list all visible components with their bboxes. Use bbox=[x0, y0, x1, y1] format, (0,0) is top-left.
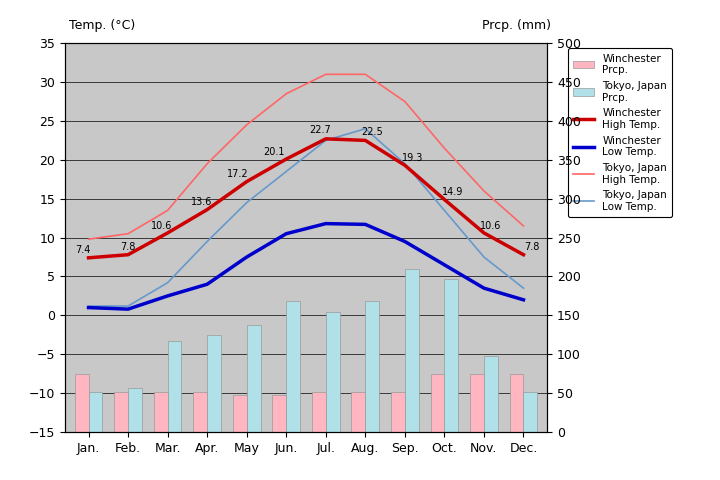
Text: 13.6: 13.6 bbox=[191, 197, 212, 207]
Text: 20.1: 20.1 bbox=[264, 147, 285, 157]
Bar bbox=[247, 325, 261, 432]
Bar bbox=[325, 312, 340, 432]
Bar bbox=[154, 392, 168, 432]
Winchester
High Temp. bbox=[440, 197, 449, 203]
Text: 22.7: 22.7 bbox=[309, 125, 330, 135]
Tokyo, Japan
Low Temp. bbox=[440, 207, 449, 213]
Winchester
High Temp. bbox=[84, 255, 93, 261]
Winchester
Low Temp. bbox=[84, 305, 93, 311]
Bar bbox=[89, 392, 102, 432]
Tokyo, Japan
Low Temp. bbox=[519, 285, 528, 291]
Winchester
Low Temp. bbox=[519, 297, 528, 303]
Tokyo, Japan
High Temp. bbox=[243, 122, 251, 128]
Bar bbox=[351, 392, 365, 432]
Bar bbox=[233, 395, 247, 432]
Bar bbox=[114, 392, 128, 432]
Bar bbox=[405, 269, 419, 432]
Tokyo, Japan
Low Temp. bbox=[480, 254, 488, 260]
Bar bbox=[523, 392, 537, 432]
Winchester
High Temp. bbox=[203, 207, 212, 213]
Line: Tokyo, Japan
Low Temp.: Tokyo, Japan Low Temp. bbox=[89, 129, 523, 306]
Winchester
High Temp. bbox=[282, 156, 291, 162]
Text: Temp. (°C): Temp. (°C) bbox=[68, 19, 135, 32]
Tokyo, Japan
High Temp. bbox=[84, 236, 93, 242]
Winchester
Low Temp. bbox=[243, 254, 251, 260]
Bar bbox=[365, 301, 379, 432]
Text: 19.3: 19.3 bbox=[402, 153, 423, 163]
Bar bbox=[431, 374, 444, 432]
Bar bbox=[444, 279, 458, 432]
Bar bbox=[391, 392, 405, 432]
Tokyo, Japan
High Temp. bbox=[203, 161, 212, 167]
Bar bbox=[484, 356, 498, 432]
Tokyo, Japan
High Temp. bbox=[519, 223, 528, 229]
Winchester
Low Temp. bbox=[124, 306, 132, 312]
Text: Prcp. (mm): Prcp. (mm) bbox=[482, 19, 551, 32]
Text: 7.8: 7.8 bbox=[120, 242, 136, 252]
Bar bbox=[312, 392, 325, 432]
Winchester
High Temp. bbox=[321, 136, 330, 142]
Line: Tokyo, Japan
High Temp.: Tokyo, Japan High Temp. bbox=[89, 74, 523, 239]
Winchester
High Temp. bbox=[243, 179, 251, 184]
Winchester
Low Temp. bbox=[361, 221, 369, 227]
Tokyo, Japan
High Temp. bbox=[480, 188, 488, 194]
Winchester
Low Temp. bbox=[163, 293, 172, 299]
Winchester
Low Temp. bbox=[480, 285, 488, 291]
Winchester
Low Temp. bbox=[400, 239, 409, 244]
Winchester
Low Temp. bbox=[282, 231, 291, 237]
Legend: Winchester
Prcp., Tokyo, Japan
Prcp., Winchester
High Temp., Winchester
Low Temp: Winchester Prcp., Tokyo, Japan Prcp., Wi… bbox=[568, 48, 672, 217]
Tokyo, Japan
Low Temp. bbox=[124, 303, 132, 309]
Tokyo, Japan
Low Temp. bbox=[243, 200, 251, 205]
Tokyo, Japan
High Temp. bbox=[124, 231, 132, 237]
Line: Winchester
Low Temp.: Winchester Low Temp. bbox=[89, 224, 523, 309]
Bar bbox=[128, 388, 142, 432]
Tokyo, Japan
High Temp. bbox=[163, 207, 172, 213]
Bar bbox=[207, 335, 221, 432]
Winchester
Low Temp. bbox=[440, 262, 449, 268]
Winchester
High Temp. bbox=[361, 137, 369, 143]
Tokyo, Japan
High Temp. bbox=[361, 72, 369, 77]
Bar bbox=[287, 301, 300, 432]
Tokyo, Japan
Low Temp. bbox=[361, 126, 369, 132]
Winchester
High Temp. bbox=[163, 230, 172, 236]
Text: 7.4: 7.4 bbox=[75, 245, 90, 255]
Bar bbox=[272, 395, 287, 432]
Text: 14.9: 14.9 bbox=[441, 187, 463, 197]
Tokyo, Japan
Low Temp. bbox=[400, 161, 409, 167]
Bar bbox=[470, 374, 484, 432]
Text: 10.6: 10.6 bbox=[480, 221, 502, 230]
Text: 22.5: 22.5 bbox=[361, 127, 383, 136]
Bar bbox=[75, 374, 89, 432]
Text: 10.6: 10.6 bbox=[151, 221, 172, 230]
Tokyo, Japan
Low Temp. bbox=[203, 239, 212, 244]
Bar bbox=[510, 374, 523, 432]
Tokyo, Japan
Low Temp. bbox=[84, 303, 93, 309]
Tokyo, Japan
Low Temp. bbox=[163, 280, 172, 286]
Tokyo, Japan
High Temp. bbox=[400, 99, 409, 105]
Tokyo, Japan
High Temp. bbox=[321, 72, 330, 77]
Winchester
Low Temp. bbox=[321, 221, 330, 227]
Bar bbox=[168, 341, 181, 432]
Text: 7.8: 7.8 bbox=[524, 242, 540, 252]
Tokyo, Japan
Low Temp. bbox=[282, 168, 291, 174]
Tokyo, Japan
High Temp. bbox=[440, 145, 449, 151]
Winchester
High Temp. bbox=[480, 230, 488, 236]
Winchester
High Temp. bbox=[124, 252, 132, 258]
Text: 17.2: 17.2 bbox=[228, 169, 249, 179]
Winchester
Low Temp. bbox=[203, 281, 212, 287]
Tokyo, Japan
Low Temp. bbox=[321, 137, 330, 143]
Winchester
High Temp. bbox=[400, 162, 409, 168]
Bar bbox=[193, 392, 207, 432]
Winchester
High Temp. bbox=[519, 252, 528, 258]
Line: Winchester
High Temp.: Winchester High Temp. bbox=[89, 139, 523, 258]
Tokyo, Japan
High Temp. bbox=[282, 91, 291, 96]
